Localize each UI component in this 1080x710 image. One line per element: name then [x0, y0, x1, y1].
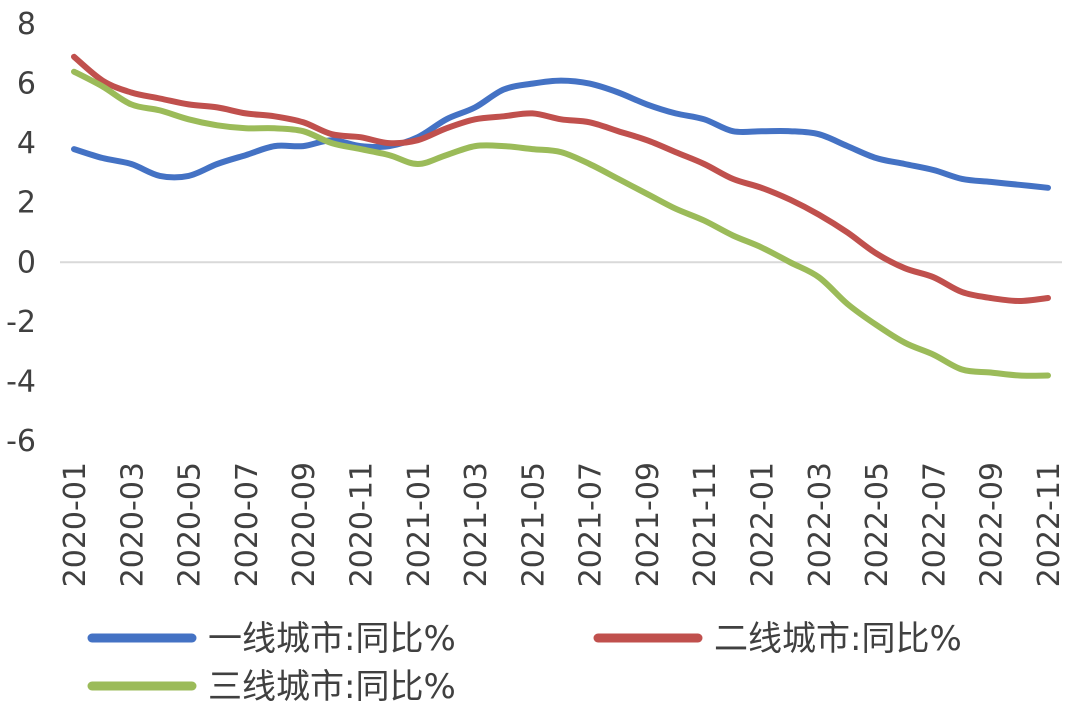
x-tick-label: 2022-07 [917, 462, 952, 587]
x-tick-label: 2020-11 [344, 462, 379, 587]
x-tick-label: 2022-11 [1032, 462, 1067, 587]
y-tick-label: 2 [17, 186, 36, 221]
x-tick-label: 2020-07 [230, 462, 265, 587]
x-tick-label: 2020-05 [173, 462, 208, 587]
y-tick-label: 4 [17, 126, 36, 161]
legend-label-tier1: 一线城市:同比% [208, 619, 456, 659]
y-tick-label: 0 [17, 245, 36, 280]
x-tick-label: 2020-03 [115, 462, 150, 587]
series-layer [71, 53, 1051, 379]
legend: 一线城市:同比% 二线城市:同比% 三线城市:同比% [87, 619, 962, 707]
x-tick-label: 2022-05 [860, 462, 895, 587]
y-tick-label: -4 [6, 364, 36, 399]
x-tick-label: 2021-05 [516, 462, 551, 587]
x-tick-label: 2020-01 [58, 462, 93, 587]
x-tick-label: 2022-01 [746, 462, 781, 587]
legend-item-tier3[interactable]: 三线城市:同比% [87, 667, 456, 707]
legend-label-tier2: 二线城市:同比% [714, 619, 962, 659]
x-axis: 2020-01 2020-03 2020-05 2020-07 2020-09 2020-… [58, 462, 1067, 587]
y-tick-label: -6 [6, 424, 36, 459]
series-line-tier1 [71, 77, 1051, 191]
x-tick-label: 2021-01 [402, 462, 437, 587]
legend-item-tier1[interactable]: 一线城市:同比% [87, 619, 456, 659]
y-tick-label: 6 [17, 67, 36, 102]
y-tick-label: -2 [6, 305, 36, 340]
x-tick-label: 2022-09 [975, 462, 1010, 587]
x-tick-label: 2020-09 [287, 462, 322, 587]
series-line-tier2 [71, 53, 1051, 304]
legend-label-tier3: 三线城市:同比% [208, 667, 456, 707]
y-axis: 8 6 4 2 0 -2 -4 -6 [6, 7, 1062, 459]
x-tick-label: 2022-03 [803, 462, 838, 587]
x-tick-label: 2021-07 [574, 462, 609, 587]
y-tick-label: 8 [17, 7, 36, 42]
x-tick-label: 2021-11 [688, 462, 723, 587]
legend-item-tier2[interactable]: 二线城市:同比% [593, 619, 962, 659]
series-line-tier3 [71, 68, 1051, 379]
x-tick-label: 2021-03 [459, 462, 494, 587]
x-tick-label: 2021-09 [631, 462, 666, 587]
